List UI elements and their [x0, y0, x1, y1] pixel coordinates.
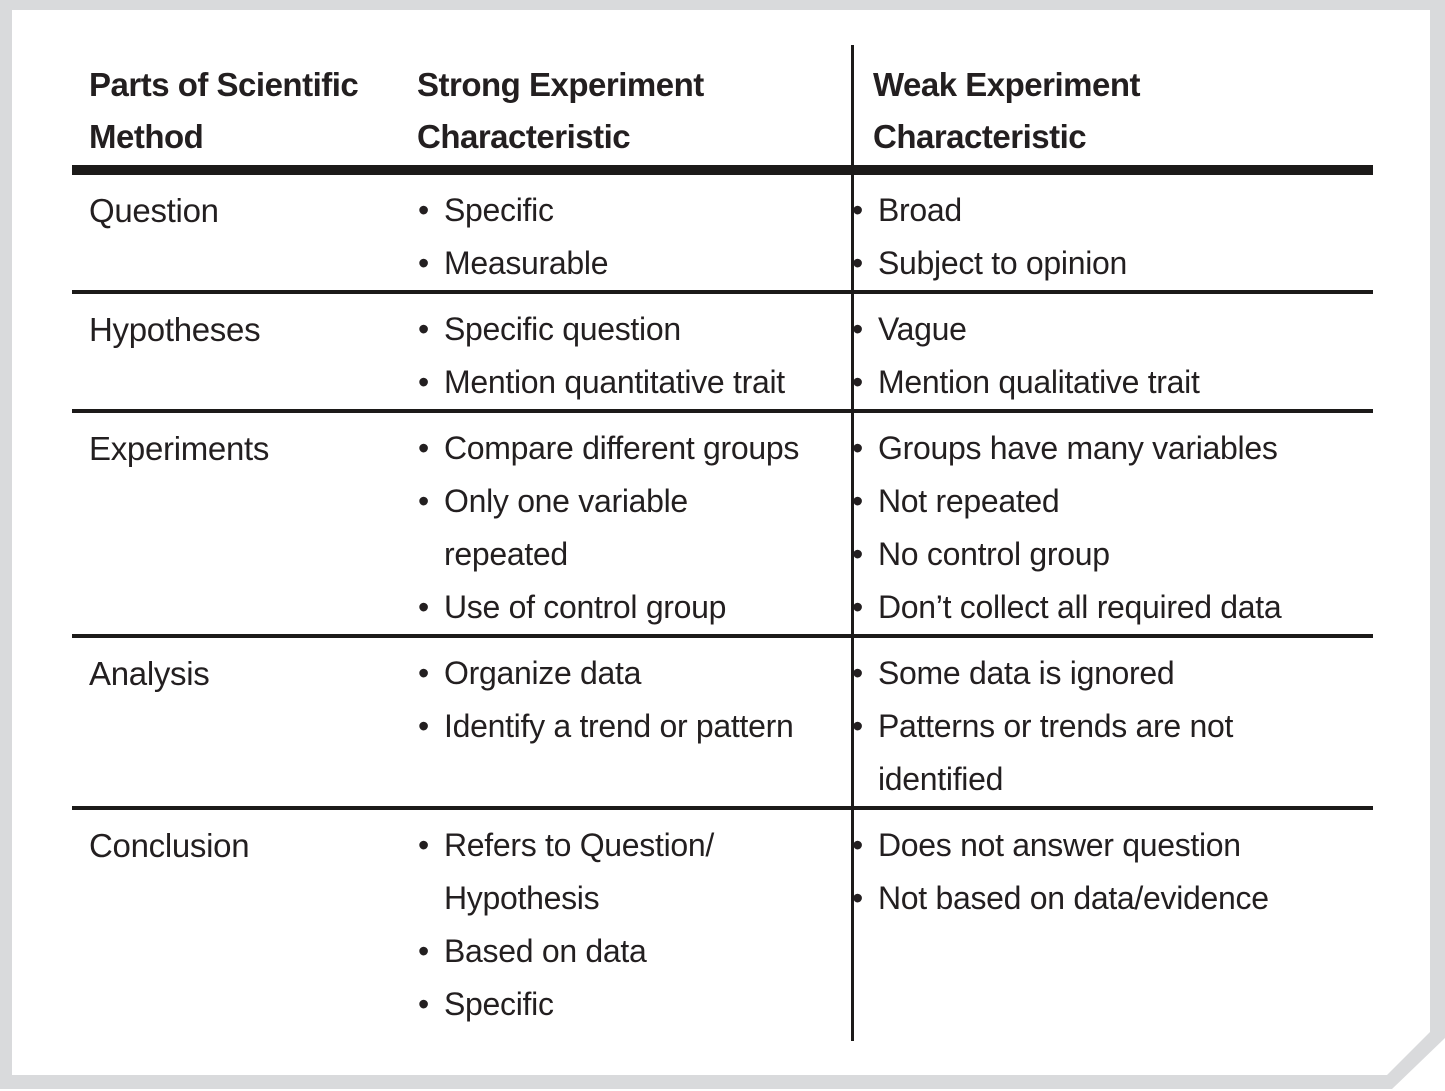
- strong-characteristics-list: Compare different groupsOnly one variabl…: [417, 422, 851, 634]
- bullet-item: Refers to Question/ Hypothesis: [417, 819, 851, 925]
- bullet-item: Identify a trend or pattern: [417, 700, 851, 753]
- strong-characteristics-list: Organize dataIdentify a trend or pattern: [417, 647, 851, 806]
- bullet-item: Specific: [417, 978, 851, 1031]
- bullet-item: Does not answer question: [851, 819, 1373, 872]
- weak-characteristics-list: VagueMention qualitative trait: [851, 303, 1373, 409]
- bullet-item: Based on data: [417, 925, 851, 978]
- column-header-parts-of-scientific-method: Parts of Scientific Method: [89, 66, 359, 155]
- header-divider-rule: [72, 165, 1373, 175]
- row-part-label: Analysis: [89, 655, 210, 692]
- table-header-row: Parts of Scientific Method Strong Experi…: [72, 45, 1373, 165]
- weak-characteristics-list: Does not answer questionNot based on dat…: [851, 819, 1373, 1031]
- bullet-item: Patterns or trends are not identified: [851, 700, 1373, 806]
- strong-characteristics-list: SpecificMeasurable: [417, 184, 851, 290]
- table-body: Question SpecificMeasurable BroadSubject…: [72, 175, 1373, 1031]
- bullet-item: Mention quantitative trait: [417, 356, 851, 409]
- table-row: Conclusion Refers to Question/ Hypothesi…: [72, 810, 1373, 1031]
- bullet-item: Measurable: [417, 237, 851, 290]
- table-row: Experiments Compare different groupsOnly…: [72, 413, 1373, 638]
- row-part-label: Experiments: [89, 430, 270, 467]
- bullet-item: Broad: [851, 184, 1373, 237]
- bullet-item: No control group: [851, 528, 1373, 581]
- bullet-item: Specific question: [417, 303, 851, 356]
- bullet-item: Compare different groups: [417, 422, 851, 475]
- row-part-label: Question: [89, 192, 219, 229]
- bullet-item: Not repeated: [851, 475, 1373, 528]
- row-part-label: Hypotheses: [89, 311, 261, 348]
- bullet-item: Groups have many variables: [851, 422, 1373, 475]
- bullet-item: Use of control group: [417, 581, 851, 634]
- strong-characteristics-list: Specific questionMention quantitative tr…: [417, 303, 851, 409]
- bullet-item: Subject to opinion: [851, 237, 1373, 290]
- bullet-item: Don’t collect all required data: [851, 581, 1373, 634]
- bullet-item: Specific: [417, 184, 851, 237]
- strong-characteristics-list: Refers to Question/ HypothesisBased on d…: [417, 819, 851, 1031]
- experiment-comparison-table: Parts of Scientific Method Strong Experi…: [72, 45, 1373, 1041]
- row-part-label: Conclusion: [89, 827, 250, 864]
- bullet-item: Vague: [851, 303, 1373, 356]
- weak-characteristics-list: Some data is ignoredPatterns or trends a…: [851, 647, 1373, 806]
- column-divider-line: [851, 45, 854, 1041]
- column-header-weak-experiment-characteristic: Weak Experiment Characteristic: [873, 66, 1141, 155]
- bullet-item: Some data is ignored: [851, 647, 1373, 700]
- bullet-item: Mention qualitative trait: [851, 356, 1373, 409]
- table-row: Hypotheses Specific questionMention quan…: [72, 294, 1373, 413]
- bullet-item: Not based on data/evidence: [851, 872, 1373, 925]
- bullet-item: Only one variable repeated: [417, 475, 851, 581]
- weak-characteristics-list: BroadSubject to opinion: [851, 184, 1373, 290]
- bullet-item: Organize data: [417, 647, 851, 700]
- column-header-strong-experiment-characteristic: Strong Experiment Characteristic: [417, 66, 704, 155]
- weak-characteristics-list: Groups have many variablesNot repeatedNo…: [851, 422, 1373, 634]
- table-row: Analysis Organize dataIdentify a trend o…: [72, 638, 1373, 810]
- table-row: Question SpecificMeasurable BroadSubject…: [72, 175, 1373, 294]
